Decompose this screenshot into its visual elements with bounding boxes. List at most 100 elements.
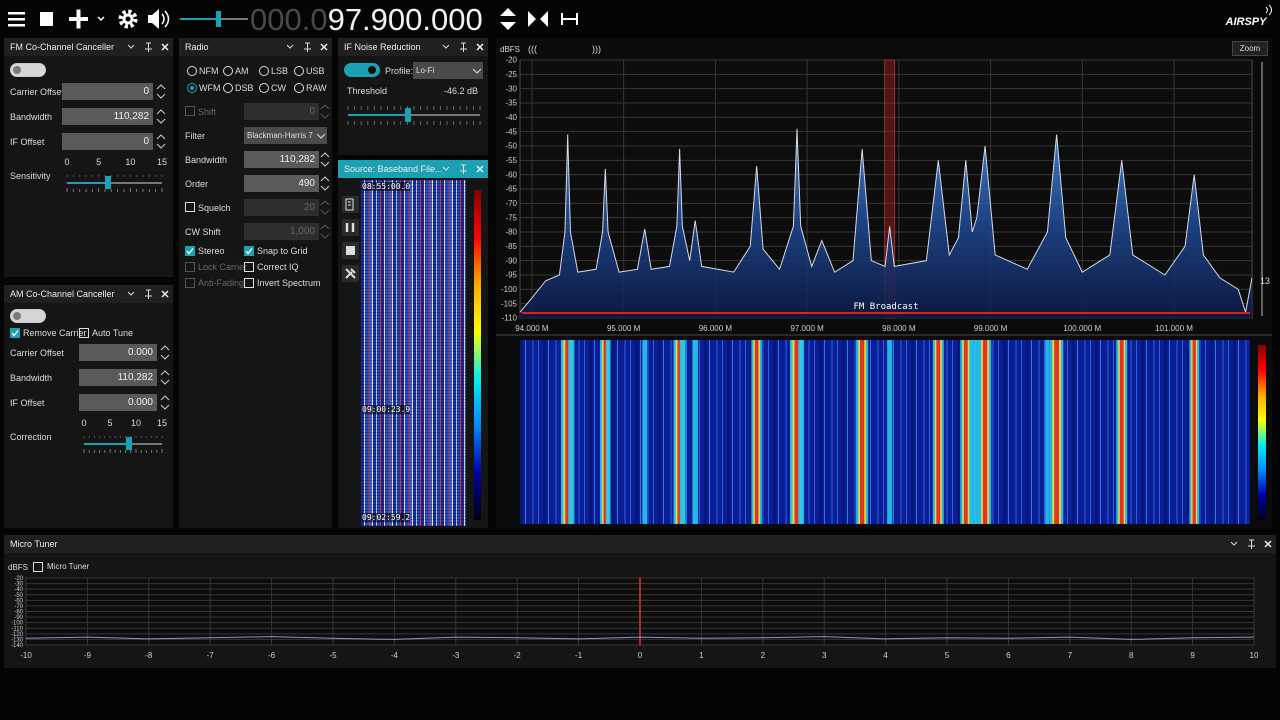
pin-icon[interactable] — [304, 42, 311, 52]
source-button[interactable] — [342, 242, 359, 259]
slider[interactable] — [66, 175, 163, 193]
checkbox[interactable] — [244, 278, 254, 288]
frequency-display[interactable]: 000.097.900.000 — [250, 2, 483, 37]
radio-button[interactable] — [223, 66, 233, 76]
span-button[interactable] — [561, 13, 578, 25]
spinner-arrows[interactable] — [160, 345, 170, 360]
close-icon[interactable] — [476, 165, 484, 173]
slider-thumb[interactable] — [105, 176, 111, 189]
checkbox[interactable] — [10, 328, 20, 338]
spinner[interactable] — [160, 344, 170, 361]
toggle[interactable] — [344, 63, 380, 77]
radio-label: USB — [306, 66, 325, 76]
row-label: Squelch — [198, 203, 231, 213]
radio-button[interactable] — [223, 83, 233, 93]
source-button[interactable] — [342, 265, 359, 282]
spin-box[interactable]: 110,282 — [62, 108, 153, 125]
spinner-arrows[interactable] — [320, 176, 330, 191]
close-icon[interactable] — [161, 290, 169, 298]
dropdown[interactable]: Blackman-Harris 7 — [244, 127, 327, 144]
spin-box[interactable]: 110,282 — [244, 151, 319, 168]
checkbox[interactable] — [244, 246, 254, 256]
spinner[interactable] — [156, 133, 166, 150]
spinner[interactable] — [320, 223, 330, 240]
collapse-icon[interactable] — [442, 166, 450, 171]
close-icon[interactable] — [476, 43, 484, 51]
source-button[interactable] — [342, 196, 359, 213]
radio-button[interactable] — [294, 66, 304, 76]
volume-slider[interactable] — [180, 11, 248, 27]
spinner[interactable] — [320, 175, 330, 192]
row-label: Shift — [198, 107, 217, 117]
field-value: 20 — [303, 202, 315, 213]
pin-icon[interactable] — [1248, 539, 1255, 549]
checkbox[interactable] — [185, 246, 195, 256]
spinner[interactable] — [156, 108, 166, 125]
checkbox[interactable] — [33, 562, 43, 572]
collapse-icon[interactable] — [442, 44, 450, 49]
checkbox[interactable] — [244, 262, 254, 272]
spinner-arrows[interactable] — [320, 224, 330, 239]
close-icon[interactable] — [1264, 540, 1272, 548]
spin-box[interactable]: 110,282 — [79, 369, 157, 386]
spinner[interactable] — [160, 394, 170, 411]
panel-title: FM Co-Channel Canceller — [10, 42, 115, 52]
add-button[interactable] — [69, 9, 105, 29]
radio-button[interactable] — [259, 66, 269, 76]
collapse-icon[interactable] — [286, 44, 294, 49]
field-value: 0.000 — [127, 397, 153, 408]
spin-box[interactable]: 0.000 — [79, 344, 157, 361]
logo: AIRSPY — [1225, 16, 1269, 28]
spinner[interactable] — [160, 369, 170, 386]
collapse-icon[interactable] — [127, 44, 135, 49]
dropdown[interactable]: Lo-Fi — [413, 62, 483, 79]
pin-icon[interactable] — [145, 289, 152, 299]
pin-icon[interactable] — [460, 164, 467, 174]
settings-button[interactable] — [118, 9, 138, 29]
spin-box[interactable]: 0 — [62, 83, 153, 100]
spinner-arrows[interactable] — [320, 104, 330, 119]
spinner-arrows[interactable] — [156, 134, 166, 149]
toggle[interactable] — [10, 309, 46, 323]
audio-button[interactable] — [148, 9, 170, 29]
spin-box[interactable]: 490 — [244, 175, 319, 192]
slider[interactable] — [83, 436, 163, 454]
checkbox[interactable] — [185, 202, 195, 212]
pin-icon[interactable] — [145, 42, 152, 52]
close-icon[interactable] — [161, 43, 169, 51]
spinner-arrows[interactable] — [320, 152, 330, 167]
spinner-arrows[interactable] — [156, 109, 166, 124]
slider-tick-label: 5 — [96, 157, 102, 167]
collapse-icon[interactable] — [127, 291, 135, 296]
panel-title: Source: Baseband File... — [344, 164, 443, 174]
threshold-slider[interactable] — [347, 106, 481, 125]
spinner[interactable] — [156, 83, 166, 100]
zoom-button[interactable]: Zoom — [1232, 41, 1268, 56]
spinner-arrows[interactable] — [160, 370, 170, 385]
menu-button[interactable] — [8, 12, 25, 27]
spinner[interactable] — [320, 151, 330, 168]
source-button[interactable] — [342, 219, 359, 236]
radio-button[interactable] — [187, 83, 197, 93]
spinner-arrows[interactable] — [160, 395, 170, 410]
spinner-arrows[interactable] — [320, 200, 330, 215]
spin-box[interactable]: 0.000 — [79, 394, 157, 411]
slider-thumb[interactable] — [126, 437, 132, 450]
close-icon[interactable] — [320, 43, 328, 51]
spinner[interactable] — [320, 199, 330, 216]
checkbox[interactable] — [79, 328, 89, 338]
spin-box[interactable]: 0 — [62, 133, 153, 150]
collapse-icon[interactable] — [1230, 541, 1238, 546]
radio-button[interactable] — [294, 83, 304, 93]
spinner[interactable] — [320, 103, 330, 120]
toggle[interactable] — [10, 63, 46, 77]
stop-button[interactable] — [40, 12, 53, 26]
radio-button[interactable] — [259, 83, 269, 93]
spinner-arrows[interactable] — [156, 84, 166, 99]
step-buttons[interactable] — [500, 8, 548, 30]
slider-thumb[interactable] — [405, 108, 411, 122]
pin-icon[interactable] — [460, 42, 467, 52]
radio-button[interactable] — [187, 66, 197, 76]
radio-label: RAW — [306, 83, 327, 93]
